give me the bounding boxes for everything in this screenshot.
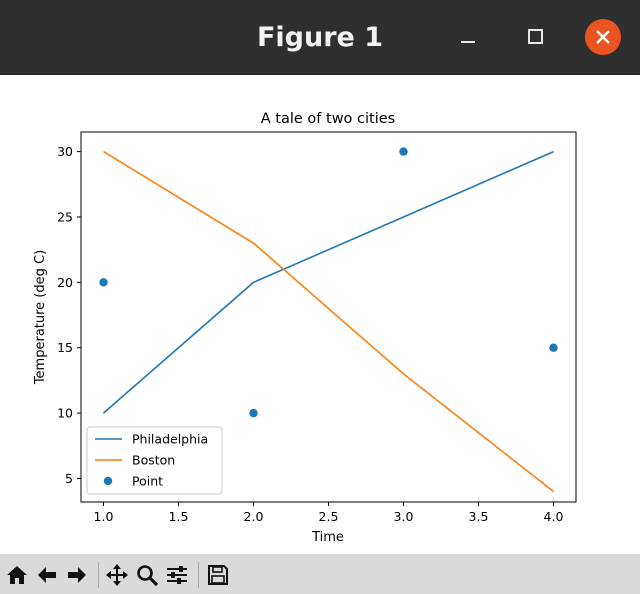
legend-label-point: Point [132, 474, 163, 489]
x-tick-label: 3.0 [394, 509, 414, 524]
forward-button[interactable] [64, 562, 90, 588]
save-button[interactable] [205, 562, 231, 588]
x-tick-label: 2.0 [244, 509, 264, 524]
x-axis-label: Time [311, 530, 344, 545]
toolbar-separator [98, 562, 99, 588]
series-line-boston [103, 150, 554, 493]
x-tick-label: 1.5 [169, 509, 189, 524]
maximize-icon [528, 29, 543, 44]
home-icon [7, 566, 27, 584]
x-tick-label: 1.0 [94, 509, 114, 524]
series-layer [99, 147, 558, 493]
x-axis: 1.0 1.5 2.0 2.5 3.0 3.5 4.0 [94, 502, 564, 524]
chart: A tale of two cities 5 10 15 20 25 30 1.0 1.5 2… [33, 111, 577, 545]
scatter-point-point [99, 278, 108, 287]
configure-subplots-button[interactable] [164, 562, 190, 588]
minimize-button[interactable] [450, 19, 486, 55]
x-tick-label: 3.5 [469, 509, 489, 524]
scatter-point-point [249, 408, 258, 418]
legend-label-boston: Boston [132, 453, 175, 468]
pan-icon [106, 564, 128, 586]
window-title: Figure 1 [256, 22, 384, 53]
x-tick-label: 4.0 [544, 509, 564, 524]
figure-canvas[interactable]: A tale of two cities 5 10 15 20 25 30 1.0 1.5 2… [0, 75, 640, 554]
home-button[interactable] [4, 562, 30, 588]
zoom-icon [137, 565, 159, 587]
toolbar-separator [198, 562, 199, 588]
maximize-button[interactable] [518, 19, 554, 55]
close-icon [596, 30, 610, 44]
legend-label-philadelphia: Philadelphia [132, 432, 208, 447]
legend-swatch-point [103, 476, 113, 486]
chart-title: A tale of two cities [261, 111, 395, 127]
minimize-icon [461, 41, 475, 43]
save-icon [208, 565, 228, 585]
configure-subplots-icon [167, 566, 187, 584]
close-button[interactable] [585, 19, 621, 55]
y-axis-label: Temperature (deg C) [33, 250, 48, 385]
navigation-toolbar [0, 554, 640, 594]
scatter-point-point [399, 147, 408, 156]
y-axis: 5 10 15 20 25 30 [57, 144, 81, 486]
y-tick-label: 15 [57, 340, 73, 355]
y-tick-label: 25 [57, 209, 73, 224]
y-tick-label: 30 [57, 144, 73, 159]
scatter-point-point [549, 343, 558, 352]
y-tick-label: 10 [57, 406, 73, 421]
pan-button[interactable] [104, 562, 130, 588]
window-titlebar: Figure 1 [0, 0, 640, 75]
back-icon [38, 567, 56, 583]
legend-box [86, 426, 223, 495]
zoom-button[interactable] [134, 562, 160, 588]
forward-icon [68, 567, 86, 583]
legend: Philadelphia Boston Point [86, 426, 223, 495]
y-tick-label: 20 [57, 275, 73, 290]
series-line-philadelphia [102, 150, 554, 414]
back-button[interactable] [34, 562, 60, 588]
y-tick-label: 5 [65, 471, 73, 486]
x-tick-label: 2.5 [319, 509, 339, 524]
